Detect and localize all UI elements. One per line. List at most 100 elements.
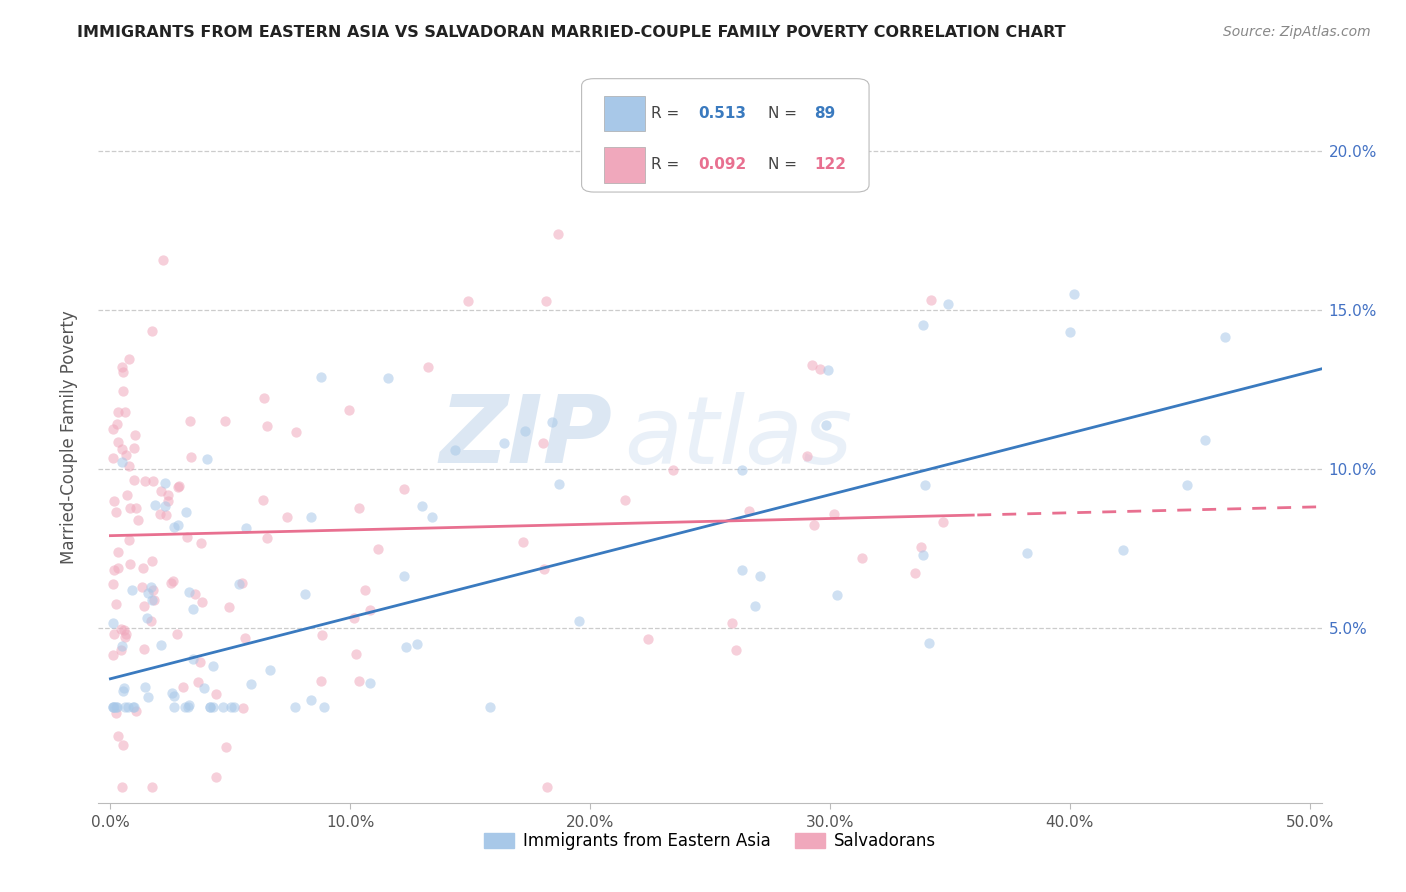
Point <box>1213 330 1236 344</box>
Point <box>177 698 200 712</box>
Point <box>416 359 439 374</box>
Point <box>392 482 415 496</box>
Point <box>141 324 163 338</box>
Point <box>252 391 274 405</box>
Point <box>103 627 125 641</box>
Point <box>141 614 163 628</box>
Point <box>1063 287 1085 301</box>
Point <box>142 582 165 597</box>
Point <box>395 640 418 654</box>
Point <box>748 569 770 583</box>
Point <box>169 479 191 493</box>
Point <box>613 493 636 508</box>
Point <box>910 540 932 554</box>
Point <box>222 700 245 714</box>
Point <box>311 628 333 642</box>
Point <box>457 294 479 309</box>
Point <box>367 541 389 556</box>
Point <box>513 425 536 439</box>
Point <box>111 365 134 379</box>
Text: N =: N = <box>768 106 801 121</box>
Point <box>143 498 166 512</box>
Point <box>107 729 129 743</box>
Point <box>177 584 200 599</box>
Point <box>179 414 201 428</box>
Point <box>392 568 415 582</box>
Point <box>122 473 145 487</box>
Point <box>184 586 207 600</box>
Point <box>917 636 939 650</box>
Point <box>231 576 253 591</box>
Point <box>134 599 156 614</box>
Point <box>936 297 959 311</box>
Point <box>343 611 366 625</box>
Point <box>114 630 136 644</box>
Point <box>107 561 129 575</box>
Point <box>198 700 221 714</box>
Text: IMMIGRANTS FROM EASTERN ASIA VS SALVADORAN MARRIED-COUPLE FAMILY POVERTY CORRELA: IMMIGRANTS FROM EASTERN ASIA VS SALVADOR… <box>77 25 1066 40</box>
FancyBboxPatch shape <box>603 96 645 131</box>
Point <box>1059 325 1081 339</box>
Point <box>134 474 156 488</box>
Text: N =: N = <box>768 158 801 172</box>
Point <box>173 700 195 714</box>
Point <box>284 700 307 714</box>
Text: ZIP: ZIP <box>439 391 612 483</box>
Point <box>163 700 186 714</box>
Point <box>256 418 278 433</box>
Point <box>141 553 163 567</box>
Point <box>136 611 159 625</box>
Point <box>157 493 180 508</box>
Point <box>160 576 183 591</box>
Point <box>134 641 156 656</box>
Point <box>136 690 159 704</box>
Point <box>117 351 139 366</box>
Point <box>117 700 139 714</box>
Point <box>548 476 571 491</box>
Point <box>190 655 212 669</box>
Point <box>148 507 170 521</box>
Point <box>796 449 818 463</box>
Point <box>160 686 183 700</box>
Text: 0.513: 0.513 <box>697 106 745 121</box>
Point <box>124 441 146 455</box>
Point <box>121 583 143 598</box>
Point <box>105 417 128 431</box>
Point <box>309 673 332 688</box>
Point <box>149 483 172 498</box>
Point <box>142 475 165 489</box>
Point <box>259 663 281 677</box>
Point <box>377 370 399 384</box>
Text: 0.092: 0.092 <box>697 158 747 172</box>
Point <box>111 780 134 794</box>
Point <box>218 600 240 615</box>
Point <box>823 507 845 521</box>
Point <box>252 493 274 508</box>
Text: 89: 89 <box>814 106 835 121</box>
Point <box>132 561 155 575</box>
Point <box>155 508 177 522</box>
Point <box>314 700 336 714</box>
Point <box>122 700 145 714</box>
Point <box>136 586 159 600</box>
Point <box>103 494 125 508</box>
Point <box>107 434 129 449</box>
Point <box>536 780 558 794</box>
Point <box>533 562 555 576</box>
Point <box>181 652 204 666</box>
Point <box>724 642 747 657</box>
Point <box>214 414 236 428</box>
Point <box>167 479 190 493</box>
Point <box>111 455 134 469</box>
Point <box>153 475 176 490</box>
Point <box>176 530 198 544</box>
Point <box>111 442 134 456</box>
Point <box>205 687 228 701</box>
Point <box>817 363 839 377</box>
Point <box>911 548 934 562</box>
Point <box>141 593 163 607</box>
Point <box>444 442 467 457</box>
Point <box>114 404 136 418</box>
Point <box>662 463 685 477</box>
Point <box>801 358 824 372</box>
